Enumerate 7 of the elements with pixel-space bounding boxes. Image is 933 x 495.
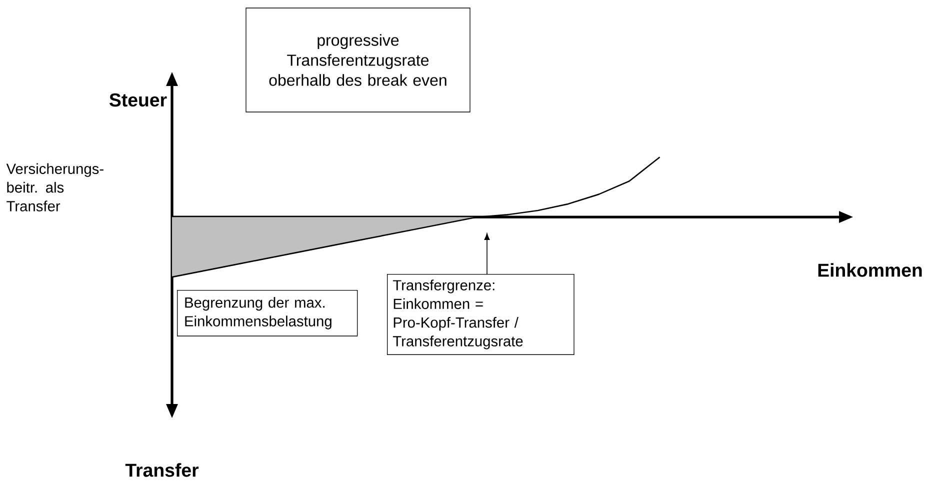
- y-axis-title: Steuer: [110, 93, 167, 107]
- text: Transfergrenze: Einkommen = Pro-Kopf-Transfer / Transferentzugsrate: [393, 280, 523, 350]
- text: Begrenzung der max. Einkommensbelastung: [185, 296, 332, 330]
- text: progressive Transferentzugsrate oberhalb des break even: [269, 34, 446, 86]
- text: Transfer: [125, 463, 199, 477]
- text: Einkommen: [818, 263, 922, 277]
- text: Versicherungs-beitr. als Transfer: [6, 163, 104, 212]
